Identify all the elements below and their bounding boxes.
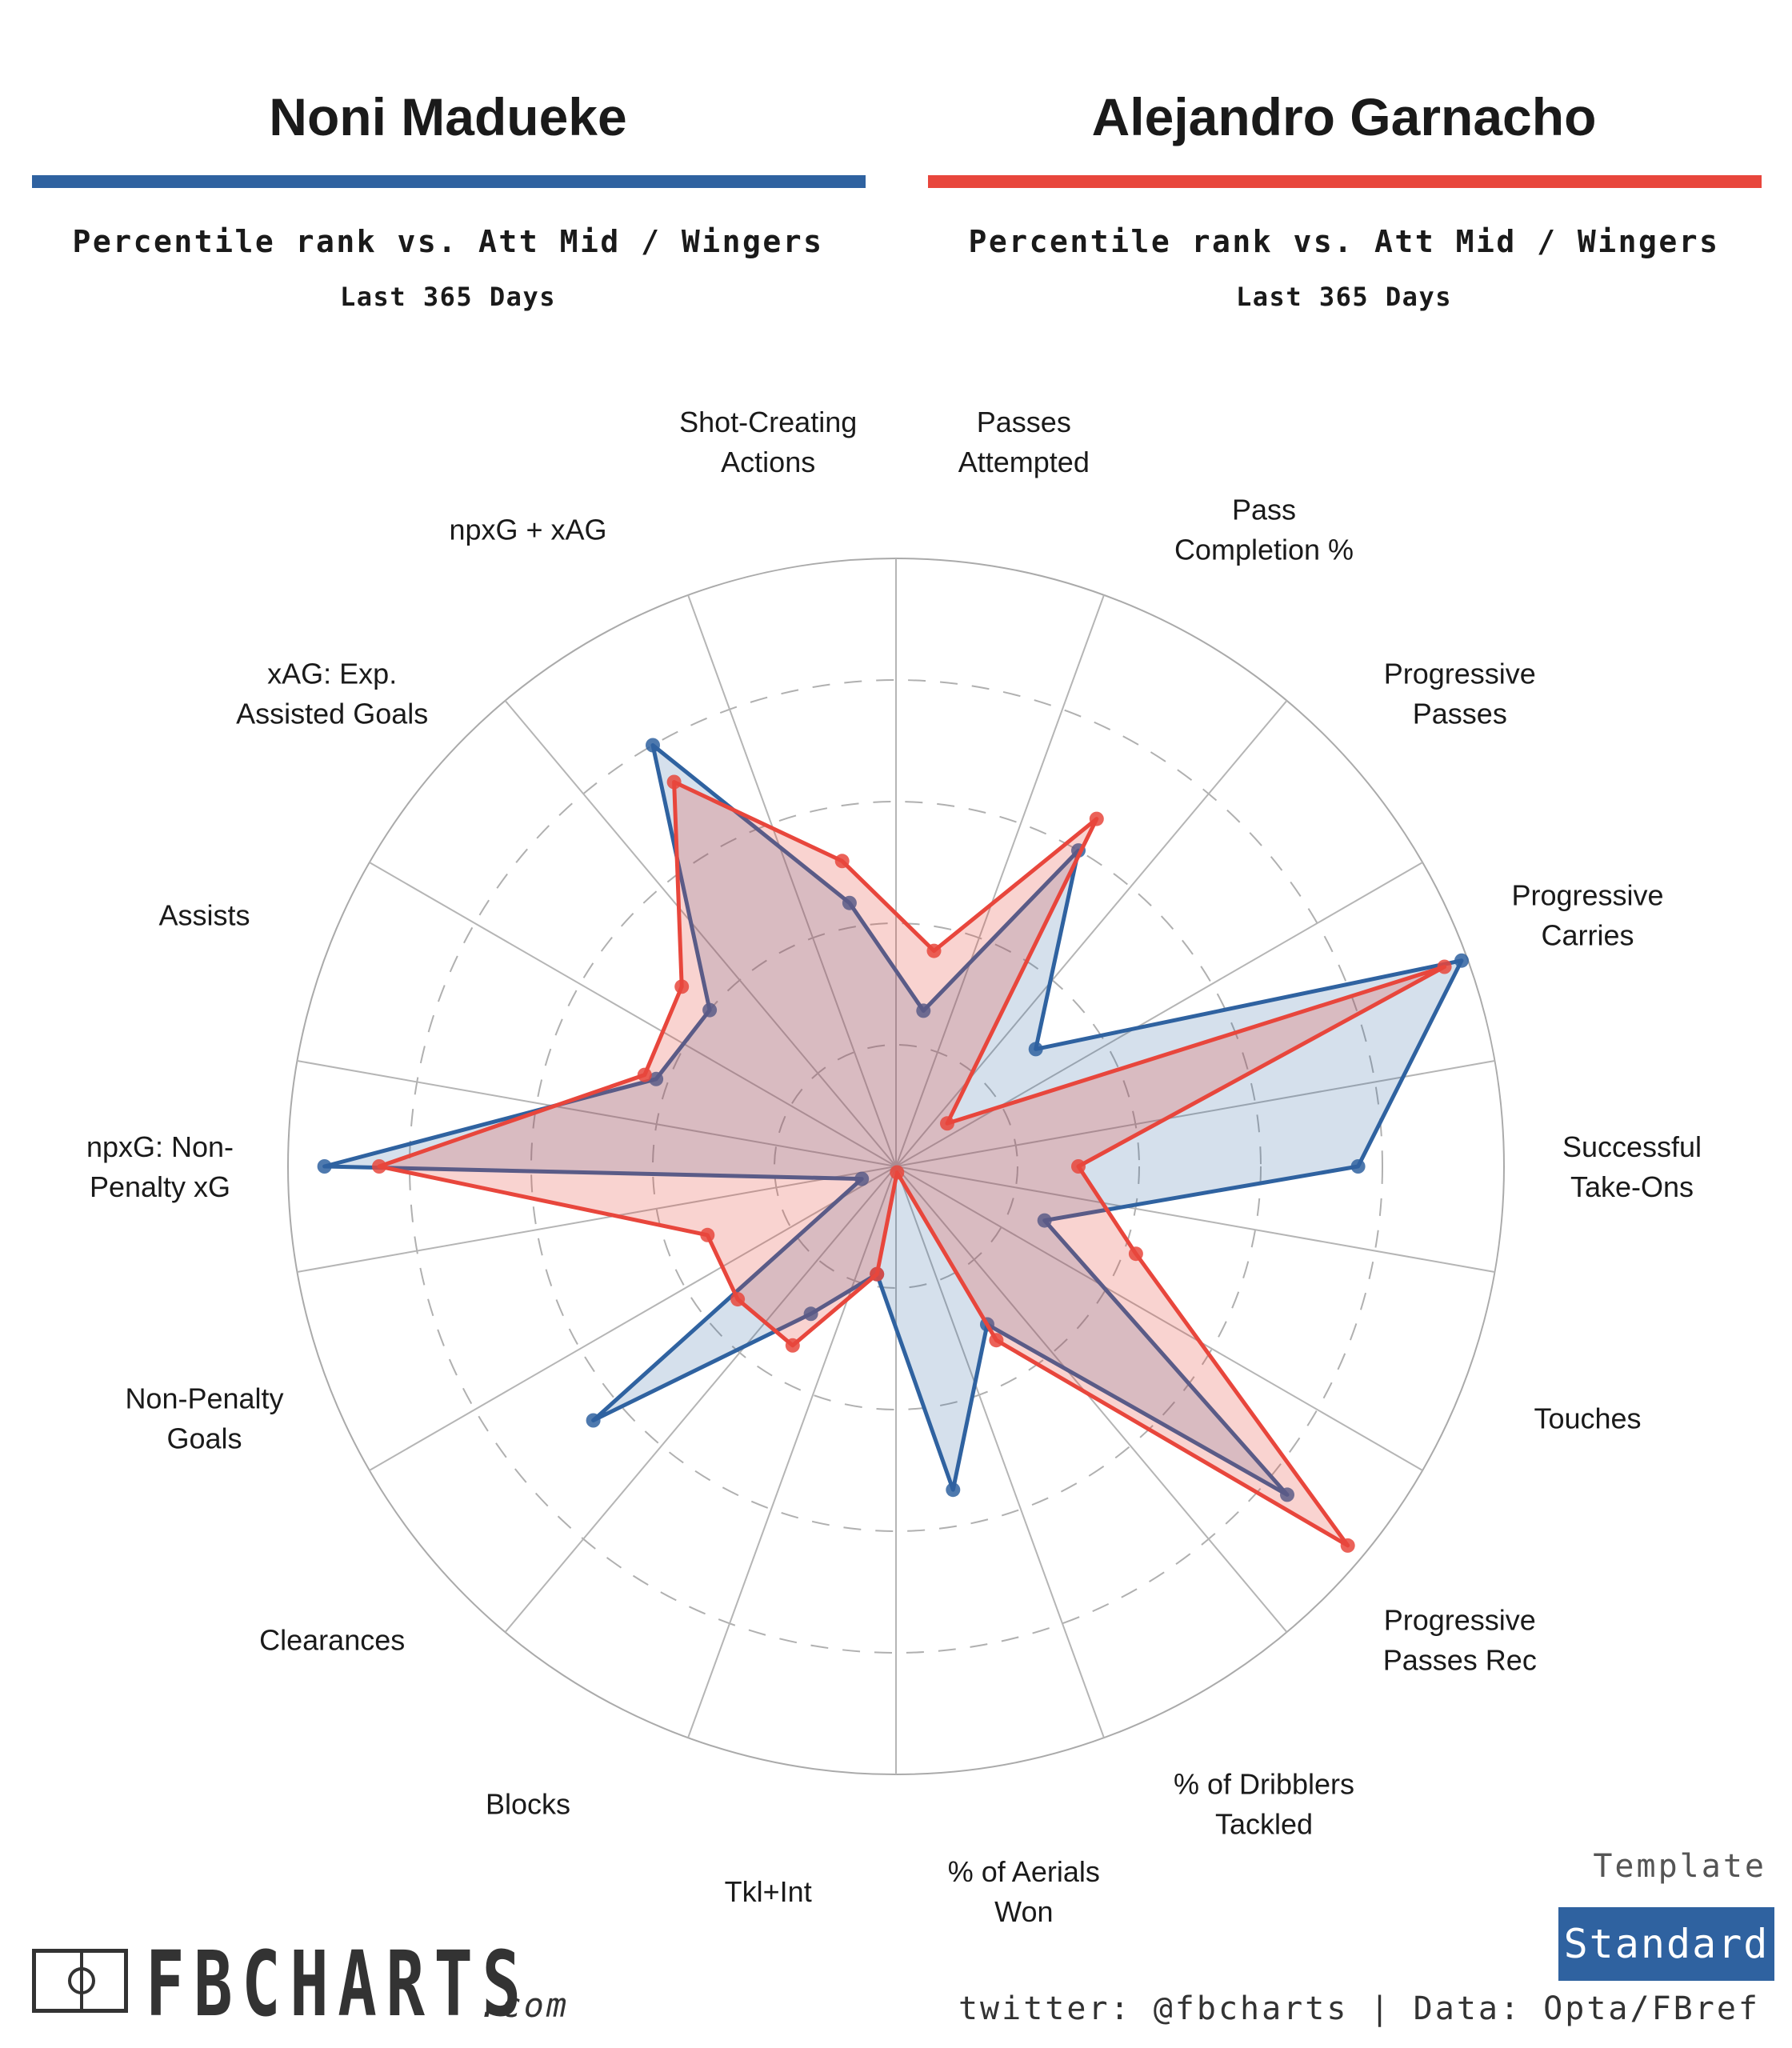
radar-spoke: [895, 1166, 1105, 1738]
series-2-point: [926, 943, 942, 958]
series-1-point: [317, 1159, 332, 1174]
radar-spoke: [369, 862, 897, 1167]
series-2-point: [666, 774, 682, 790]
radar-spoke: [895, 1166, 1288, 1633]
series-2-point: [1128, 1246, 1143, 1262]
series-1-point: [803, 1306, 818, 1322]
series-2-point: [730, 1292, 746, 1307]
series-1-point: [854, 1171, 870, 1186]
brand-domain: .com: [478, 1986, 570, 2025]
radar-ring-40: [652, 922, 1140, 1410]
series-1-point: [649, 1071, 664, 1086]
series-1-point: [1037, 1213, 1052, 1228]
category-label: Touches: [1534, 1402, 1641, 1435]
category-label: xAG: Exp. Assisted Goals: [236, 658, 428, 730]
series-2-point: [1089, 811, 1104, 826]
category-label: Blocks: [486, 1788, 570, 1821]
series-2-point: [785, 1338, 800, 1353]
radar-spoke: [687, 594, 897, 1167]
series-1-point: [702, 1002, 718, 1018]
category-label: Pass Completion %: [1174, 493, 1354, 566]
series-2-point: [989, 1333, 1004, 1348]
radar-grid: [287, 558, 1505, 1775]
category-label: Non-Penalty Goals: [125, 1382, 283, 1455]
category-label: Shot-Creating Actions: [679, 406, 857, 478]
category-label: Successful Take-Ons: [1562, 1130, 1702, 1203]
series-1-point: [946, 1482, 961, 1498]
player-1-subtitle: Percentile rank vs. Att Mid / Wingers: [72, 224, 824, 259]
footer-credits: twitter: @fbcharts | Data: Opta/FBref: [958, 1990, 1760, 2027]
radar-spoke: [504, 1166, 897, 1633]
category-label: npxG + xAG: [449, 513, 606, 546]
player-2-color-bar: [928, 175, 1762, 188]
series-2-point: [890, 1165, 905, 1180]
category-label: npxG: Non-Penalty xG: [86, 1130, 234, 1203]
series-1-point: [1280, 1487, 1294, 1502]
category-label: % of Dribblers Tackled: [1174, 1768, 1354, 1841]
category-label: Progressive Carries: [1511, 878, 1663, 951]
series-1-point: [842, 895, 857, 910]
series-1-point: [586, 1413, 601, 1428]
series-1-point: [1028, 1042, 1043, 1057]
series-2-point: [1340, 1538, 1355, 1553]
series-2-point: [700, 1227, 715, 1242]
radar-ring-60: [530, 801, 1262, 1532]
radar-spoke: [895, 594, 1105, 1167]
category-label: Progressive Passes: [1384, 658, 1536, 730]
player-2-period: Last 365 Days: [1236, 282, 1452, 312]
template-badge: Standard: [1558, 1907, 1774, 1981]
series-2-point: [1071, 1159, 1086, 1174]
series-1-point: [1350, 1159, 1366, 1174]
player-1-name: Noni Madueke: [269, 87, 627, 146]
radar-spoke: [297, 1060, 897, 1167]
category-label: Passes Attempted: [958, 406, 1090, 478]
category-label: Assists: [158, 898, 250, 931]
radar-labels: Passes Attempted Pass Completion % Progressi…: [86, 406, 1702, 1928]
radar-ring-20: [774, 1044, 1018, 1289]
series-2-point: [870, 1266, 885, 1282]
radar-spoke: [895, 1060, 1495, 1167]
radar-spoke: [895, 862, 1423, 1167]
player-1-color-bar: [32, 175, 866, 188]
player-1-period: Last 365 Days: [340, 282, 556, 312]
radar-spoke: [895, 1166, 1495, 1273]
radar-series: [317, 738, 1469, 1553]
series-1-point: [646, 738, 660, 753]
radar-spoke: [895, 700, 1288, 1167]
series-1-point: [916, 1003, 931, 1018]
player-2-subtitle: Percentile rank vs. Att Mid / Wingers: [968, 224, 1720, 259]
category-label: % of Aerials Won: [948, 1855, 1100, 1928]
series-2-point: [637, 1067, 652, 1082]
series-2-point: [372, 1159, 386, 1174]
category-label: Clearances: [259, 1623, 405, 1656]
brand-logo: FBCHARTS: [146, 1933, 530, 2037]
player-2-name: Alejandro Garnacho: [1091, 87, 1597, 146]
category-label: Progressive Passes Rec: [1383, 1603, 1537, 1676]
series-2-point: [1437, 959, 1452, 974]
radar-ring-80: [409, 679, 1383, 1654]
series-2-point: [674, 979, 690, 994]
radar-spoke: [369, 1166, 897, 1471]
radar-spoke: [504, 700, 897, 1167]
series-2-point: [940, 1116, 954, 1131]
series-1-point: [1454, 953, 1469, 968]
radar-spoke: [895, 1166, 1423, 1471]
category-label: Tkl+Int: [725, 1875, 812, 1908]
radar-spoke: [297, 1166, 897, 1273]
template-label: Template: [1593, 1848, 1766, 1885]
radar-spoke: [687, 1166, 897, 1738]
pitch-icon: [32, 1949, 128, 2013]
series-2-point: [834, 854, 850, 869]
